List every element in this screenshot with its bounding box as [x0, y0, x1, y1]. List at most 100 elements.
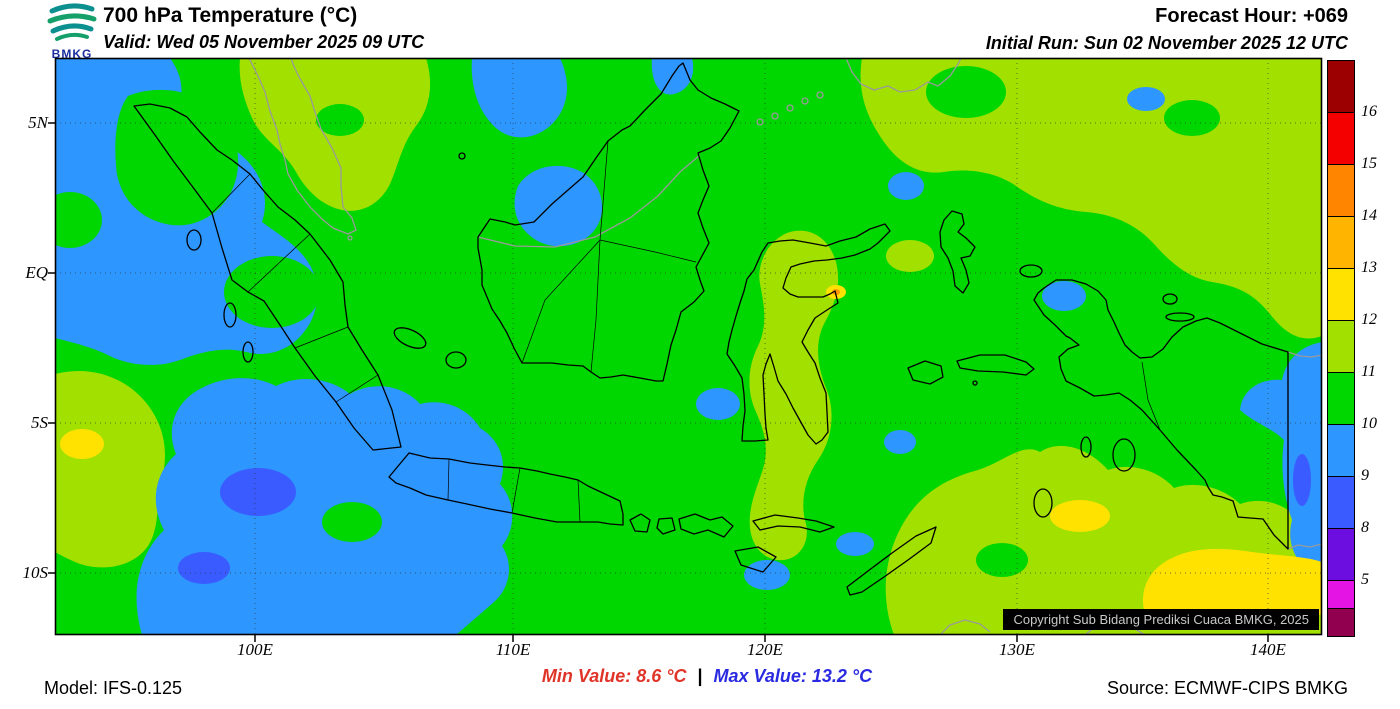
field-patch: [1088, 232, 1152, 272]
map-canvas: [48, 57, 1323, 642]
lat-tick-label: 5S: [31, 413, 48, 432]
colorbar-label: 9: [1361, 467, 1369, 484]
field-patch: [749, 230, 839, 561]
field-patch: [316, 104, 364, 136]
lat-tick-label: 10S: [22, 563, 49, 582]
field-patch: [136, 378, 513, 635]
australia-coastline: [939, 619, 991, 635]
axis-ticks: [48, 122, 1269, 642]
colorbar-segment: [1328, 321, 1354, 373]
initial-run: Initial Run: Sun 02 November 2025 12 UTC: [985, 33, 1348, 53]
belitung-coastline: [445, 351, 467, 369]
field-patch: [1127, 87, 1165, 111]
halmahera-coastline: [939, 210, 976, 294]
field-patch: [471, 58, 567, 138]
forecast-hour: Forecast Hour: +069: [1155, 5, 1348, 27]
kai-coastline: [1080, 436, 1092, 458]
mindanao-coastline: [845, 58, 962, 93]
sulu-island: [801, 97, 809, 105]
mentawai-coastline: [242, 341, 254, 363]
borneo-malaysia-border: [477, 154, 701, 248]
colorbar-label: 10: [1361, 415, 1377, 432]
colorbar-segment: [1328, 373, 1354, 425]
field-patch: [514, 165, 603, 247]
lat-tick-label: EQ: [25, 263, 48, 282]
seram-coastline: [956, 354, 1035, 376]
field-patch: [1293, 454, 1311, 506]
admin-borders: [211, 140, 1289, 549]
field-patch: [884, 430, 916, 454]
sumba-coastline: [734, 546, 777, 573]
lombok-coastline: [656, 517, 676, 535]
png-coastline: [1287, 351, 1322, 358]
field-patch: [1164, 100, 1220, 136]
colorbar-label: 8: [1361, 519, 1369, 536]
colorbar-label: 12: [1361, 311, 1377, 328]
colorbar-segment: [1328, 529, 1354, 581]
colorbar-segment: [1328, 425, 1354, 477]
yapen-coastline: [1165, 312, 1195, 322]
ambon-coastline: [972, 380, 978, 386]
lon-tick-label: 110E: [495, 640, 531, 659]
borneo-coastline: [477, 62, 740, 382]
field-patch: [696, 388, 740, 420]
lon-tick-label: 100E: [237, 640, 273, 659]
model-label: Model: IFS-0.125: [44, 678, 183, 698]
bmkg-logo-label: BMKG: [51, 47, 93, 61]
flores-coastline: [752, 514, 835, 533]
png-coastline: [1287, 543, 1322, 550]
lat-tick-label: 5N: [28, 113, 48, 132]
colorbar-segments: [1327, 60, 1355, 637]
source-label: Source: ECMWF-CIPS BMKG: [1106, 678, 1348, 698]
sumbawa-coastline: [678, 513, 734, 538]
minmax-values: Min Value: 8.6 °C | Max Value: 13.2 °C: [542, 666, 872, 687]
temperature-field: [55, 58, 1322, 635]
field-patch: [888, 172, 924, 200]
colorbar-label: 11: [1361, 363, 1376, 380]
biak-coastline: [1162, 293, 1178, 305]
min-value: Min Value: 8.6 °C: [541, 666, 687, 686]
colorbar-segment: [1328, 217, 1354, 269]
aru-coastline: [1112, 438, 1136, 472]
field-patch: [220, 468, 296, 516]
max-value: Max Value: 13.2 °C: [713, 666, 873, 686]
tanimbar-coastline: [1033, 488, 1053, 518]
singapore-coastline: [347, 235, 353, 241]
field-patch: [55, 192, 102, 248]
colorbar-segment: [1328, 165, 1354, 217]
indonesia-coastlines: [133, 62, 1289, 596]
field-patch: [55, 370, 166, 568]
field-patch: [115, 89, 239, 226]
colorbar-label: 13: [1361, 259, 1377, 276]
bali-coastline: [629, 513, 651, 533]
bangka-coastline: [393, 327, 427, 349]
colorbar-label: 14: [1361, 207, 1377, 224]
field-patch: [976, 543, 1028, 577]
temperature-map: Copyright Sub Bidang Prediksi Cuaca BMKG…: [48, 57, 1323, 642]
field-patch: [886, 240, 934, 272]
colorbar-segment: [1328, 61, 1354, 113]
colorbar-label: 15: [1361, 155, 1377, 172]
lon-tick-label: 130E: [999, 640, 1035, 659]
bmkg-logo: BMKG: [44, 1, 100, 61]
field-patch: [832, 289, 840, 295]
field-patch: [178, 552, 230, 584]
colorbar-segment: [1328, 113, 1354, 165]
gridlines: [55, 58, 1322, 635]
colorbar-segment: [1328, 269, 1354, 321]
field-patch: [836, 532, 874, 556]
sulu-island: [786, 104, 794, 112]
page-title: 700 hPa Temperature (°C): [103, 4, 358, 27]
field-patch: [224, 256, 320, 328]
field-patch: [1050, 500, 1110, 532]
lon-tick-label: 120E: [747, 640, 783, 659]
field-patch: [1042, 281, 1086, 311]
papua-coastline: [1033, 279, 1289, 550]
sulu-island: [771, 112, 779, 120]
colorbar-segment: [1328, 581, 1354, 609]
copyright-notice: Copyright Sub Bidang Prediksi Cuaca BMKG…: [1003, 609, 1319, 630]
plot-border: [54, 57, 1323, 636]
foreign-coastlines: [248, 58, 1322, 635]
lon-tick-label: 140E: [1250, 640, 1286, 659]
colorbar-label: 16: [1361, 103, 1377, 120]
